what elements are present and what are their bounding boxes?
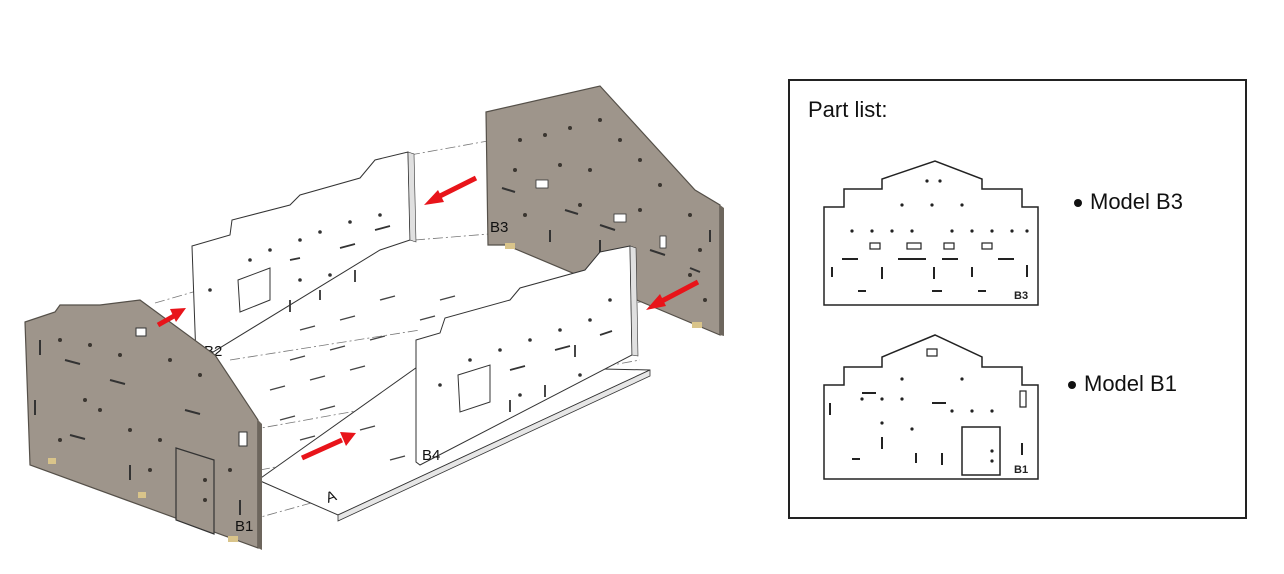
part-list-title: Part list:	[808, 97, 888, 122]
arrow-b3-to-center	[424, 175, 478, 205]
direction-arrows	[156, 175, 700, 461]
b3-tag: B3	[1014, 290, 1028, 302]
model-b1-label: Model B1	[1084, 371, 1177, 396]
arrow-b2-outward	[156, 308, 186, 328]
part-list-panel: Part list: B3 Model B3	[788, 79, 1247, 519]
house-panel-b3-icon: B3	[823, 160, 1039, 306]
b1-tag: B1	[1014, 464, 1028, 476]
model-b1-item: Model B1	[1068, 371, 1177, 397]
b1-label: B1	[235, 518, 253, 535]
model-b3-label: Model B3	[1090, 189, 1183, 214]
model-b3-item: Model B3	[1074, 189, 1183, 215]
panel-b4: B4	[415, 245, 639, 466]
bullet-icon	[1068, 381, 1076, 390]
house-panel-b1-door-icon: B1	[823, 334, 1039, 480]
assembly-diagram: A B3	[24, 85, 724, 550]
panel-b3: B3	[485, 85, 724, 336]
panel-b1: B1	[24, 299, 262, 550]
b3-label: B3	[490, 219, 508, 236]
arrow-b4-from-right	[646, 279, 700, 310]
panel-b2: B2	[191, 151, 417, 361]
arrow-b4-inward	[300, 432, 356, 461]
b4-label: B4	[422, 447, 440, 464]
bullet-icon	[1074, 199, 1082, 208]
